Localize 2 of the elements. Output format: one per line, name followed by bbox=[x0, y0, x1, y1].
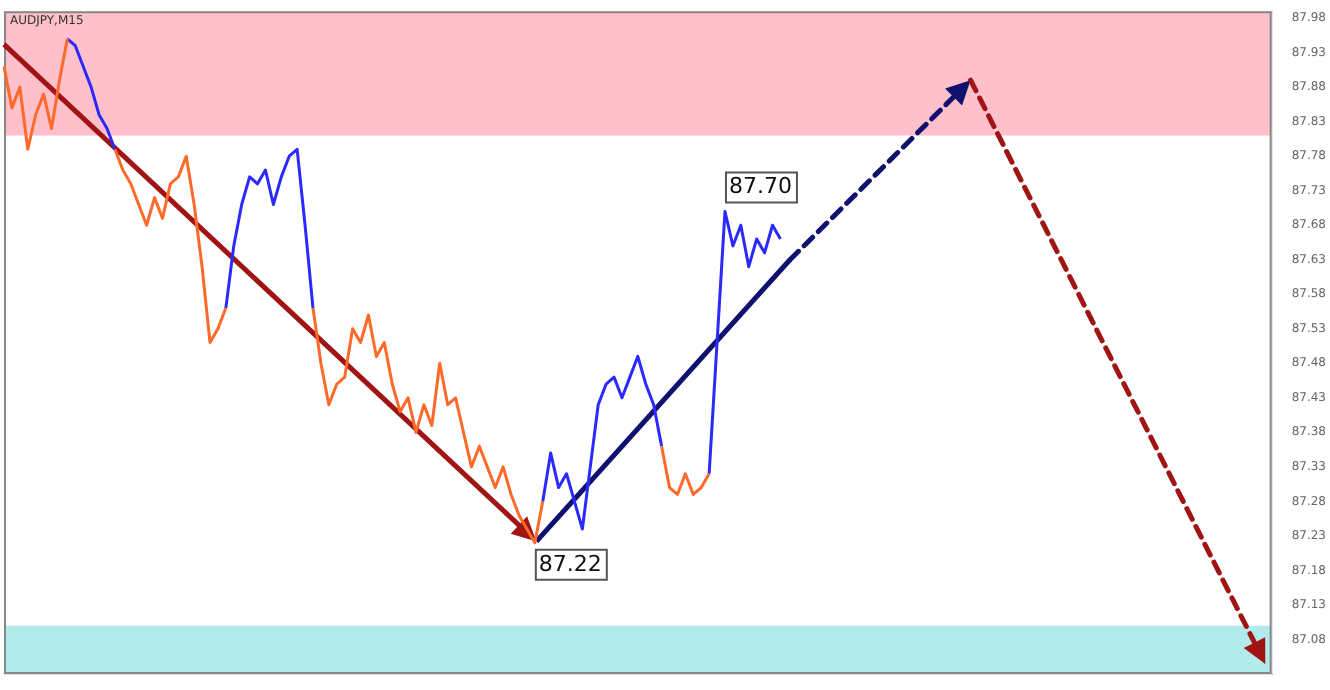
data-label: 87.22 bbox=[538, 550, 602, 577]
data-label: 87.70 bbox=[728, 173, 792, 200]
